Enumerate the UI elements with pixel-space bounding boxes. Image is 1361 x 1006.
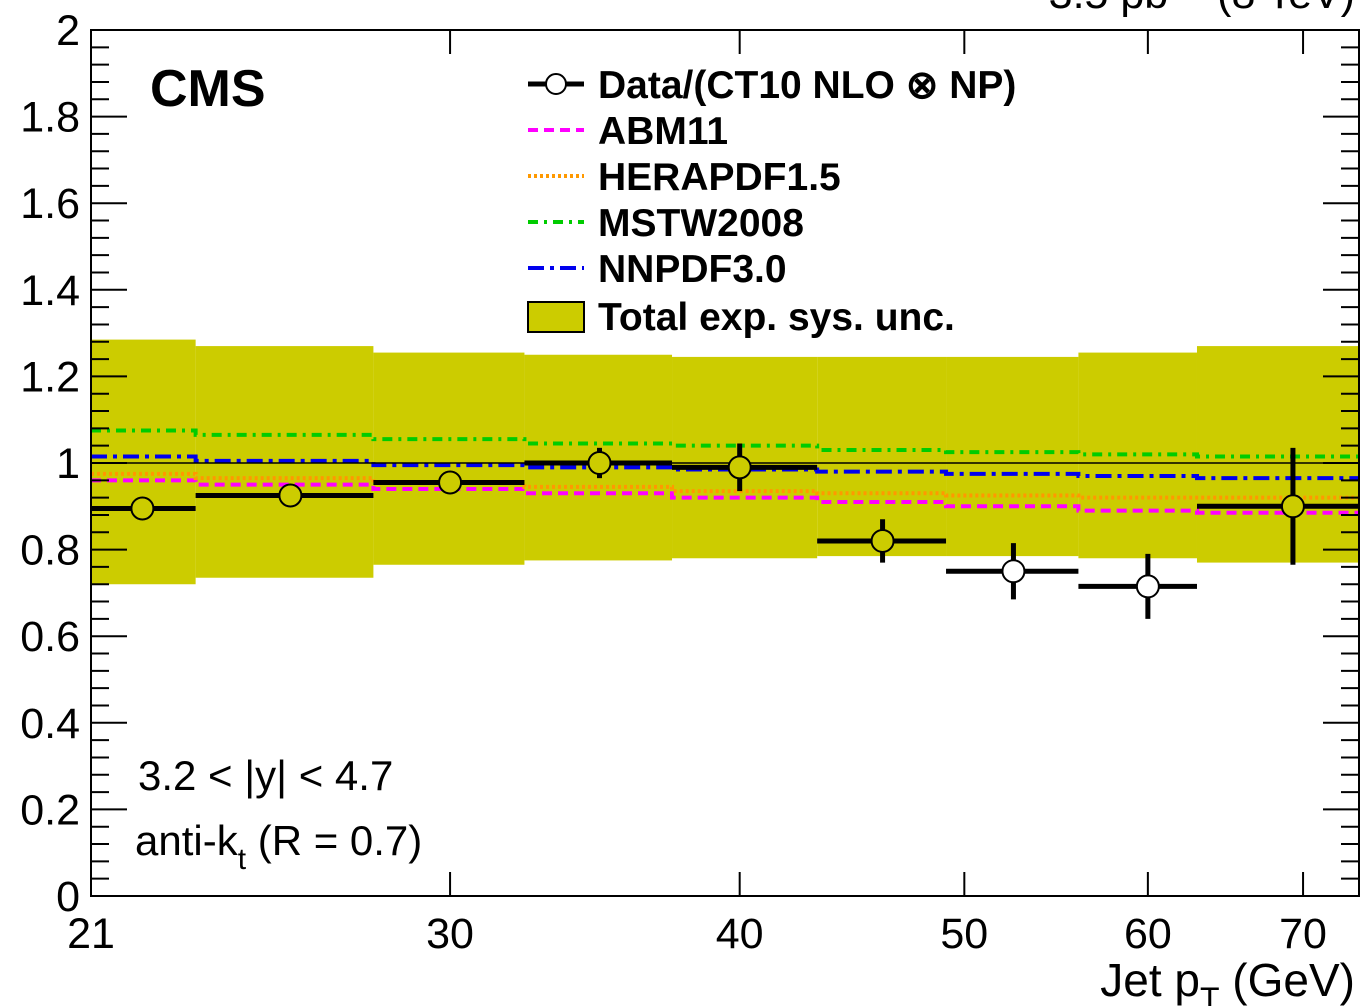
data-point: [278, 483, 303, 508]
series-line-herapdf1-5: [91, 471, 1359, 500]
band-bin: [91, 339, 196, 585]
axis-tick-labels: 0 0.2 0.4 0.6 0.8 1 1.2 1.4 1.6 1.8 2 21 30 40 50 60 70: [20, 7, 1327, 958]
legend-swatch-band: [527, 301, 585, 333]
legend-label-data: Data/(CT10 NLO ⊗ NP): [598, 64, 1016, 107]
axis-ticks: [90, 29, 1359, 897]
algorithm-rest: (R = 0.7): [246, 817, 422, 864]
y-tick-label: 2: [56, 7, 80, 55]
y-tick-label: 0.2: [20, 786, 80, 834]
legend-label-nnpdf3-0: NNPDF3.0: [598, 248, 787, 291]
y-tick-label: 1: [56, 440, 80, 488]
theory-curves: [91, 428, 1359, 515]
x-tick-label: 40: [716, 910, 764, 958]
algorithm-sub: t: [238, 843, 247, 876]
data-point: [587, 451, 612, 475]
x-tick-label: 50: [940, 910, 988, 958]
algorithm-main: anti-k: [135, 817, 239, 864]
experiment-label: CMS: [150, 60, 266, 118]
x-tick-label: 21: [67, 910, 115, 958]
data-point: [130, 496, 155, 521]
legend-label-herapdf1-5: HERAPDF1.5: [598, 156, 841, 199]
x-axis-title-sub: T: [1200, 981, 1220, 1006]
x-axis-title-unit: (GeV): [1220, 954, 1355, 1006]
algorithm-annotation: anti-kt (R = 0.7): [135, 817, 422, 876]
legend: Data/(CT10 NLO ⊗ NP)ABM11HERAPDF1.5MSTW2…: [527, 64, 1016, 339]
y-tick-label: 0: [56, 873, 80, 921]
series-line-nnpdf3-0: [91, 454, 1359, 481]
data-point: [1280, 494, 1305, 519]
y-tick-label: 0.8: [20, 527, 80, 575]
data-point: [727, 455, 752, 480]
top-right-label: 3.5 pb⁻¹ (8 TeV): [1049, 0, 1355, 18]
data-point: [870, 528, 895, 553]
legend-label-band: Total exp. sys. unc.: [598, 296, 955, 339]
band-bin: [946, 356, 1079, 557]
y-tick-label: 1.2: [20, 353, 80, 401]
y-tick-label: 1.6: [20, 180, 80, 228]
series-line-abm11: [91, 478, 1359, 515]
data-points: [91, 443, 1359, 619]
band-bin: [373, 352, 525, 565]
x-tick-label: 70: [1279, 910, 1327, 958]
legend-label-mstw2008: MSTW2008: [598, 202, 804, 245]
y-tick-label: 0.4: [20, 700, 80, 748]
y-tick-label: 1.4: [20, 267, 80, 315]
x-tick-label: 30: [426, 910, 474, 958]
data-point: [1001, 559, 1026, 584]
x-tick-label: 60: [1124, 910, 1172, 958]
x-axis-title-main: Jet p: [1100, 954, 1200, 1006]
rapidity-annotation: 3.2 < |y| < 4.7: [138, 752, 393, 799]
series-line-mstw2008: [91, 428, 1359, 459]
y-tick-label: 0.6: [20, 613, 80, 661]
x-axis-title: Jet pT (GeV): [1100, 954, 1355, 1006]
y-tick-label: 1.8: [20, 94, 80, 142]
legend-data-marker: [545, 73, 567, 95]
legend-label-abm11: ABM11: [598, 110, 728, 153]
band-bin: [1196, 346, 1359, 563]
data-point: [438, 470, 463, 495]
data-point: [1135, 574, 1160, 599]
